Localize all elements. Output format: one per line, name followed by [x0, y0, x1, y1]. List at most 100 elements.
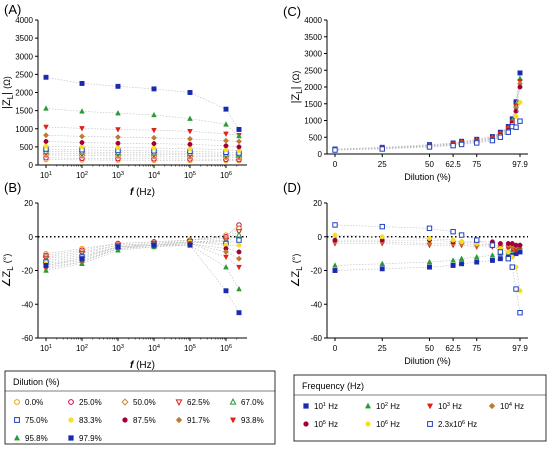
x-tick-label: 102 — [76, 171, 88, 180]
legend-label: 97.9% — [79, 434, 102, 443]
data-point — [236, 285, 242, 292]
panel-D: (D) 20 0 -20 -40 -60 0 25 50 62.5 75 97.9 Dilution (… — [283, 180, 528, 366]
data-point — [489, 242, 496, 248]
data-point — [474, 140, 480, 146]
legend-label: 104 Hz — [500, 402, 524, 411]
legend-dilution: Dilution (%) 0.0% 25.0% 50.0% 62.5% 67.0% 75.0… — [4, 370, 276, 445]
y-tick-label: 2500 — [15, 70, 33, 79]
data-point — [223, 143, 229, 149]
legend-label: 106 Hz — [376, 420, 400, 429]
data-point — [223, 131, 229, 138]
legend-frequency: Frequency (Hz) 101 Hz 102 Hz 103 Hz 104 Hz 10… — [293, 374, 547, 442]
legend-marker — [121, 398, 129, 406]
data-point — [236, 264, 242, 271]
legend-title: Dilution (%) — [13, 377, 60, 387]
data-point — [187, 129, 193, 135]
legend-label: 103 Hz — [438, 402, 462, 411]
legend-label: 105 Hz — [314, 420, 338, 429]
data-point — [43, 138, 49, 144]
legend-label: 25.0% — [79, 398, 102, 407]
legend-label: 62.5% — [187, 398, 210, 407]
series-line — [45, 148, 240, 154]
data-point — [150, 134, 157, 141]
data-point — [151, 127, 157, 134]
data-point — [43, 267, 49, 273]
x-tick-label: 101 — [40, 344, 52, 353]
x-axis-label: Dilution (%) — [404, 172, 451, 182]
x-tick-label: 0 — [333, 344, 338, 353]
data-point — [497, 249, 504, 255]
legend-marker — [14, 399, 20, 405]
series-line — [334, 72, 521, 150]
y-tick-label: 0 — [29, 233, 34, 242]
data-point — [450, 237, 456, 243]
data-point — [115, 145, 121, 151]
x-tick-label: 106 — [220, 344, 232, 353]
series-line — [45, 243, 240, 270]
y-tick-label: -20 — [21, 267, 33, 276]
data-point — [474, 259, 480, 265]
data-point — [427, 235, 432, 241]
data-point — [223, 288, 229, 294]
data-point — [236, 249, 242, 255]
legend-label: 93.8% — [241, 416, 264, 425]
panel-C: (C) 0 500 1000 1500 2000 2500 3000 3500 4000 0 25 50… — [283, 4, 528, 182]
data-point — [79, 140, 85, 145]
series-line — [45, 134, 240, 142]
series-line — [45, 159, 240, 162]
data-point — [236, 255, 242, 262]
data-point — [505, 249, 511, 255]
series-line — [45, 243, 240, 268]
x-tick-label: 97.9 — [512, 344, 528, 353]
series-line — [45, 231, 240, 259]
y-tick-label: 1500 — [15, 107, 33, 116]
legend-label: 50.0% — [133, 398, 156, 407]
data-point — [517, 118, 523, 124]
legend-label: 95.8% — [25, 434, 48, 443]
data-point — [235, 231, 243, 238]
data-point — [517, 242, 523, 248]
y-tick-label: 500 — [20, 143, 34, 152]
data-point — [426, 144, 433, 150]
data-point — [459, 239, 465, 245]
x-tick-label: 105 — [184, 344, 196, 353]
data-point — [223, 263, 229, 270]
y-axis-label: |ZL| (Ω) — [290, 71, 304, 104]
x-tick-label: 103 — [112, 171, 124, 180]
series-line — [45, 108, 240, 137]
y-tick-label: 0 — [318, 150, 323, 159]
series-line — [45, 244, 240, 290]
svg-text:∠ZL (°): ∠ZL (°) — [1, 254, 15, 288]
data-point — [222, 137, 229, 144]
x-tick-label: 50 — [425, 160, 434, 169]
legend-marker — [488, 402, 496, 410]
data-point — [513, 286, 519, 292]
x-tick-label: 75 — [472, 160, 481, 169]
data-point — [379, 260, 386, 266]
data-point — [513, 108, 519, 114]
data-point — [151, 242, 157, 248]
x-tick-label: 101 — [40, 171, 52, 180]
data-point — [489, 252, 496, 258]
data-point — [489, 257, 495, 263]
x-tick-label: 104 — [148, 171, 160, 180]
y-tick-label: 500 — [309, 133, 323, 142]
data-point — [115, 83, 121, 89]
data-point — [151, 141, 157, 147]
legend-marker — [427, 421, 433, 427]
data-point — [332, 222, 338, 228]
y-tick-label: 3500 — [15, 34, 33, 43]
data-point — [223, 254, 229, 261]
data-point — [223, 121, 229, 127]
x-tick-label: 50 — [425, 344, 434, 353]
data-point — [79, 260, 85, 266]
series-line — [45, 243, 240, 266]
data-point — [187, 90, 193, 95]
data-point — [43, 262, 49, 268]
data-point — [458, 141, 465, 148]
y-tick-label: 3500 — [304, 33, 322, 42]
legend-label: 83.3% — [79, 416, 102, 425]
data-point — [223, 106, 229, 112]
data-point — [505, 129, 511, 135]
